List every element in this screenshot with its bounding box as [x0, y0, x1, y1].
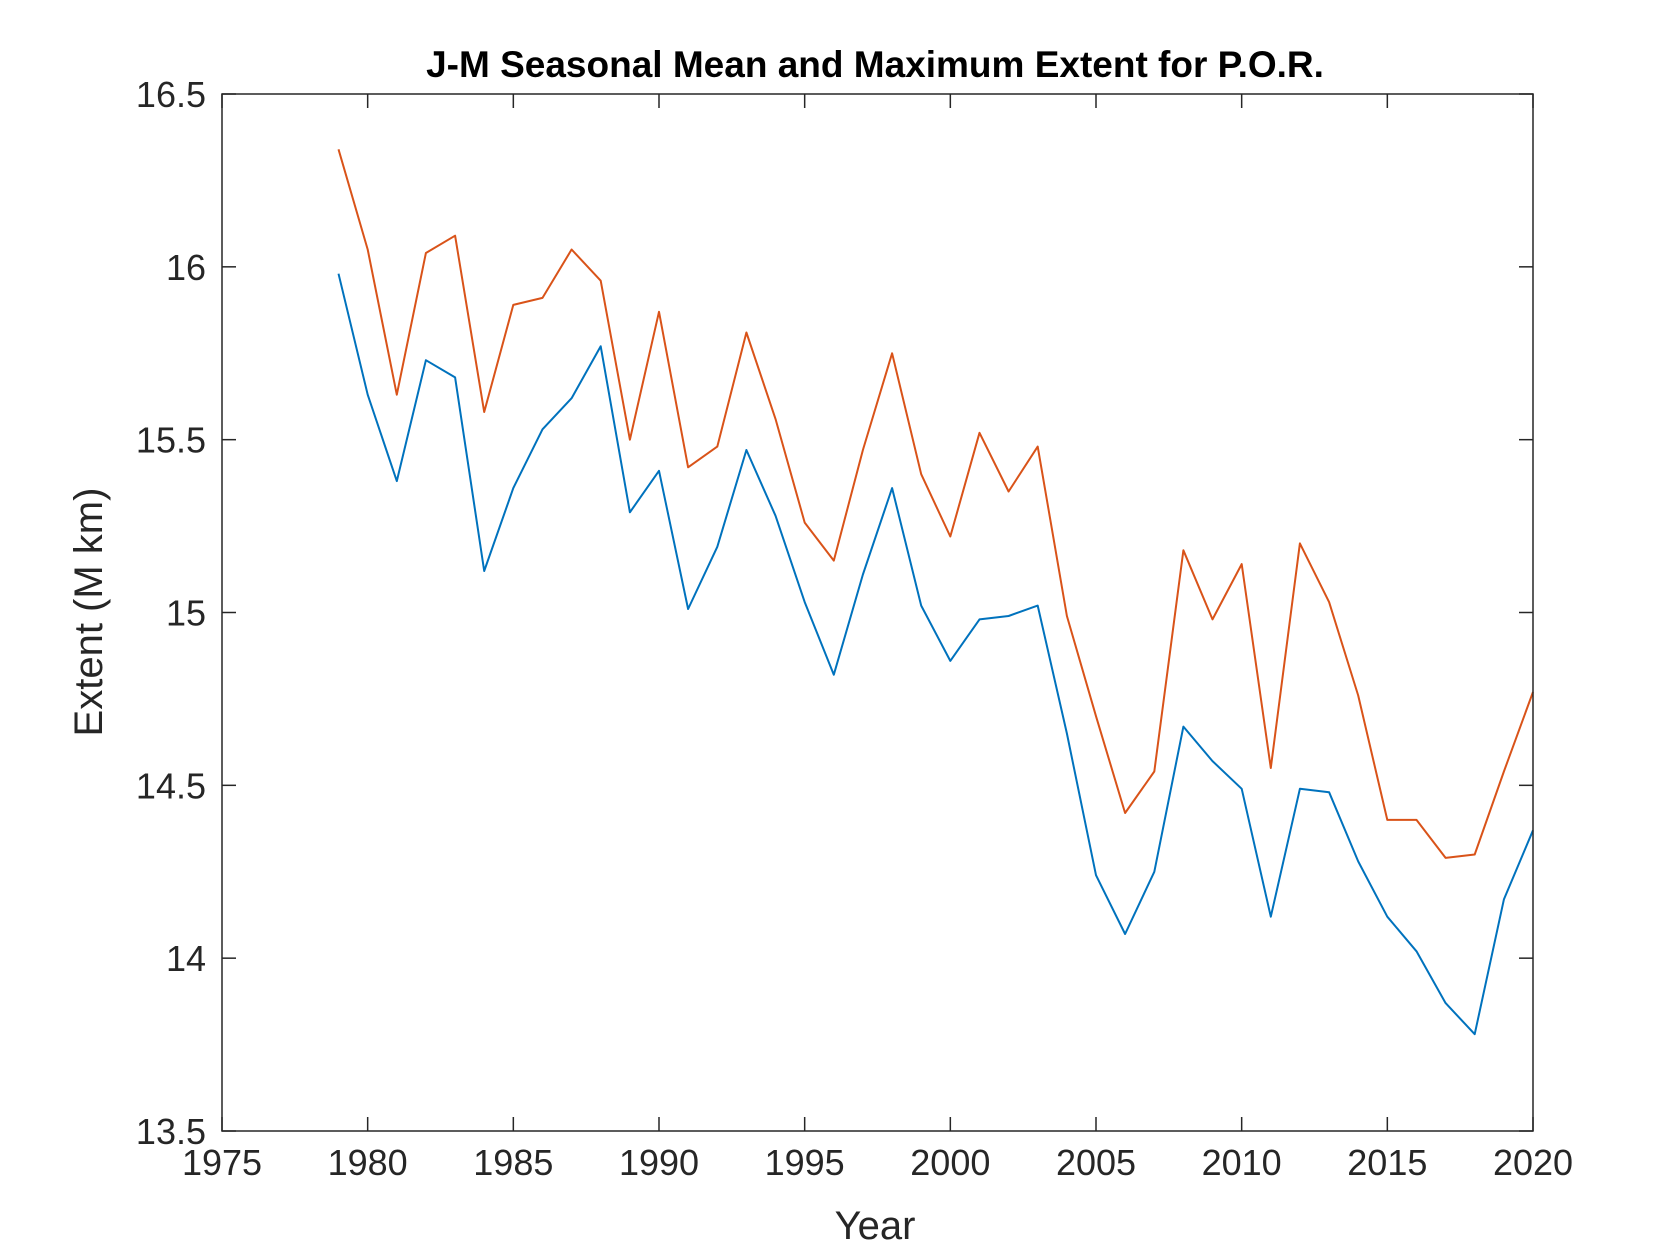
x-tick-label: 2015	[1347, 1142, 1427, 1183]
x-tick-label: 1980	[328, 1142, 408, 1183]
series-line-2	[337, 273, 1534, 1036]
y-axis-title: Extent (M km)	[67, 488, 111, 737]
y-tick-label: 14.5	[136, 765, 206, 806]
series-line-1	[337, 149, 1534, 859]
y-tick-label: 16.5	[136, 74, 206, 115]
y-tick-label: 15	[166, 593, 206, 634]
x-tick-label: 1985	[473, 1142, 553, 1183]
tick-layer: 1975 1980 1985 1990 1995 2000 2005 2010 2015 2020…	[136, 74, 1573, 1183]
x-tick-label: 1975	[182, 1142, 262, 1183]
x-tick-label: 1995	[765, 1142, 845, 1183]
x-tick-label: 2005	[1056, 1142, 1136, 1183]
series-layer	[337, 149, 1534, 1036]
x-tick-label: 2010	[1202, 1142, 1282, 1183]
y-tick-label: 14	[166, 938, 206, 979]
x-axis-title: Year	[835, 1204, 916, 1248]
y-tick-label: 16	[166, 247, 206, 288]
x-tick-label: 2020	[1493, 1142, 1573, 1183]
y-tick-label: 13.5	[136, 1111, 206, 1152]
x-tick-label: 2000	[910, 1142, 990, 1183]
chart-title: J-M Seasonal Mean and Maximum Extent for…	[426, 44, 1324, 85]
x-tick-label: 1990	[619, 1142, 699, 1183]
y-tick-label: 15.5	[136, 420, 206, 461]
